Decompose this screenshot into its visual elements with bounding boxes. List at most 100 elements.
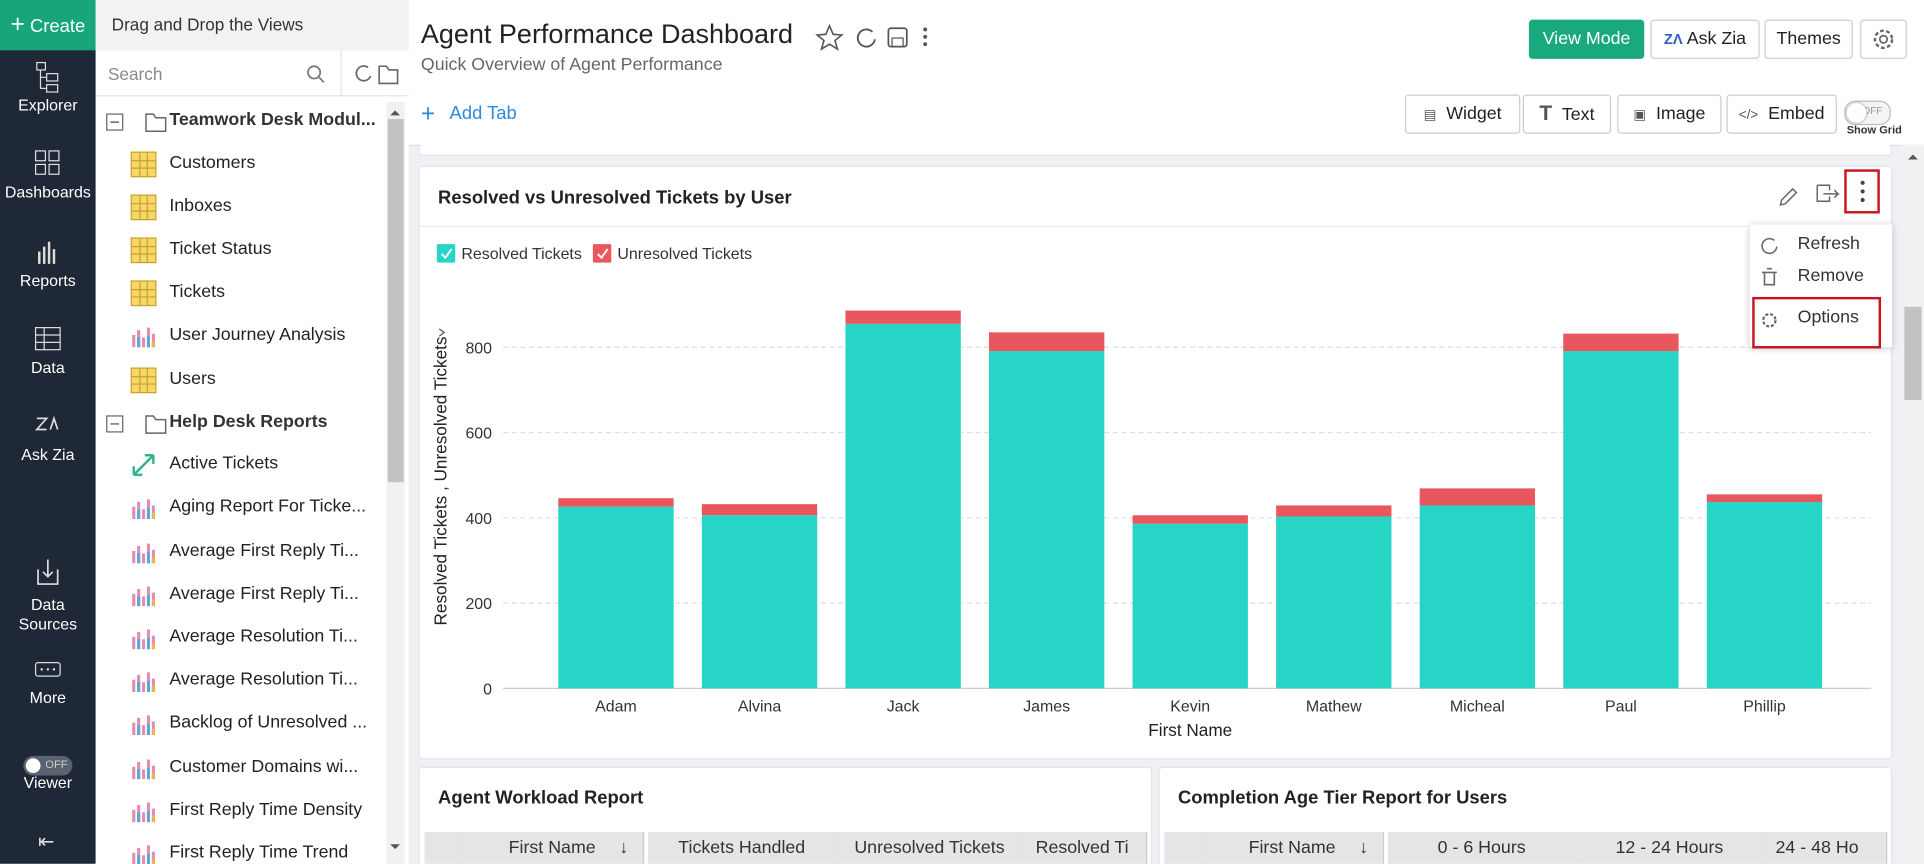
view-icon (130, 711, 157, 744)
view-item[interactable]: Customer Domains wi... (169, 756, 359, 777)
view-item[interactable]: Active Tickets (169, 454, 279, 474)
table-header-cell[interactable]: 24 - 48 Ho (1763, 831, 1888, 864)
x-tick-label: Alvina (738, 699, 782, 716)
column-name: Tickets Handled (678, 838, 806, 858)
sidebar-item[interactable]: Explorer (18, 95, 78, 115)
settings-icon (1873, 29, 1894, 50)
tool-label: Text (1561, 105, 1595, 126)
view-item[interactable]: Average First Reply Ti... (169, 583, 359, 604)
sidebar-item[interactable]: Data Sources (18, 595, 78, 634)
table-header-cell (424, 831, 463, 864)
bar (558, 498, 674, 507)
table-header-cell[interactable]: 0 - 6 Hours (1387, 831, 1577, 864)
folder[interactable]: Help Desk Reports (169, 411, 328, 432)
table-header-cell[interactable]: Unresolved Tickets (835, 831, 1025, 864)
view-icon (130, 625, 157, 658)
table-title: Agent Workload Report (438, 787, 644, 809)
sidebar-item[interactable]: Reports (19, 271, 76, 290)
header-button[interactable]: View Mode (1528, 19, 1645, 59)
grid-toggle[interactable]: OFF (1844, 100, 1891, 126)
header-button[interactable]: Themes (1764, 19, 1853, 59)
icon (34, 327, 61, 351)
icon (34, 661, 61, 677)
view-item[interactable]: Aging Report For Ticke... (169, 497, 367, 518)
tool-button[interactable]: </> Embed (1726, 94, 1837, 134)
tool-button[interactable]: ▣ Image (1617, 94, 1722, 134)
dashboard-title: Agent Performance Dashboard (420, 18, 794, 50)
kebab-highlight[interactable] (1844, 169, 1880, 214)
bar (845, 323, 961, 689)
view-icon (130, 797, 157, 830)
tool-button[interactable]: T Text (1522, 94, 1612, 134)
view-item[interactable]: User Journey Analysis (169, 325, 346, 346)
view-item[interactable]: Customers (169, 152, 256, 173)
sidebar-item[interactable]: Data (31, 358, 65, 377)
sidebar-item[interactable]: Ask Zia (21, 445, 75, 464)
view-item[interactable]: Users (169, 368, 216, 389)
widget-menu: Refresh Remove Options (1749, 224, 1893, 349)
view-icon (130, 841, 157, 864)
view-item[interactable]: Average Resolution Ti... (169, 670, 358, 690)
create-button[interactable]: + Create (0, 0, 96, 51)
y-axis-title: Resolved Tickets , Unresolved Tickets (431, 337, 451, 626)
menu-item[interactable]: Refresh (1797, 234, 1860, 254)
search-box[interactable]: Search (107, 63, 163, 84)
view-item[interactable]: Average First Reply Ti... (169, 540, 359, 561)
sidebar-icon (0, 555, 96, 589)
sidebar-icon (0, 409, 96, 443)
sidebar-item[interactable]: More (29, 688, 67, 707)
x-tick-label: Adam (595, 699, 637, 716)
sidebar-item[interactable]: Viewer (23, 773, 73, 792)
table-header-cell[interactable]: Tickets Handled (647, 831, 837, 864)
view-item[interactable]: Inboxes (169, 195, 232, 216)
viewer-toggle[interactable]: OFF (23, 755, 73, 776)
menu-item[interactable]: Options (1797, 307, 1859, 328)
bar (845, 310, 961, 324)
column-name: 0 - 6 Hours (1437, 838, 1526, 858)
tool-icon: </> (1738, 107, 1759, 123)
add-tab[interactable]: + Add Tab (420, 100, 517, 128)
bar (1706, 502, 1823, 689)
edit-icon[interactable] (1779, 187, 1798, 206)
view-icon (130, 323, 157, 356)
sidebar-icon (0, 652, 96, 686)
view-icon (130, 280, 157, 313)
icon (130, 194, 157, 220)
view-icon (130, 150, 157, 183)
add-tab-label: Add Tab (449, 103, 517, 124)
view-icon (130, 538, 157, 571)
sidebar: + Create Explorer Dashboards Reports Data As… (0, 0, 96, 864)
card-edge (418, 144, 1893, 156)
icon (132, 586, 155, 606)
x-tick-label: Phillip (1743, 699, 1786, 716)
icon (36, 61, 59, 93)
export-icon[interactable] (1816, 184, 1840, 202)
tool-button[interactable]: ▤ Widget (1404, 94, 1521, 134)
view-item[interactable]: First Reply Time Density (169, 799, 363, 820)
menu-icons (1761, 237, 1778, 328)
table-header-cell[interactable]: First Name ↓ (461, 831, 645, 864)
menu-item[interactable]: Remove (1797, 266, 1864, 286)
sidebar-item[interactable]: Dashboards (4, 182, 91, 202)
icon (132, 543, 155, 563)
view-item[interactable]: Ticket Status (169, 239, 272, 259)
folder[interactable]: Teamwork Desk Modul... (169, 110, 376, 131)
header-button[interactable]: ZΛ Ask Zia (1650, 19, 1760, 59)
table-header-cell[interactable]: 12 - 24 Hours (1575, 831, 1765, 864)
legend-check (441, 248, 453, 260)
view-item[interactable]: Average Resolution Ti... (169, 627, 358, 647)
view-item[interactable]: First Reply Time Trend (169, 842, 349, 863)
settings-button[interactable] (1860, 19, 1907, 59)
view-item[interactable]: Backlog of Unresolved ... (169, 713, 368, 734)
icon (38, 241, 56, 264)
y-tick-label: 600 (465, 426, 492, 443)
column-name: Unresolved Tickets (854, 838, 1005, 858)
table-header-cell[interactable]: Resolved Ti (1023, 831, 1148, 864)
icon (130, 150, 157, 177)
table-header-cell[interactable]: First Name ↓ (1201, 831, 1385, 864)
icon (130, 280, 157, 307)
view-icon (130, 237, 157, 270)
legend-label: Resolved Tickets (461, 246, 581, 263)
view-item[interactable]: Tickets (169, 282, 226, 302)
viewer-toggle-state: OFF (45, 758, 68, 771)
